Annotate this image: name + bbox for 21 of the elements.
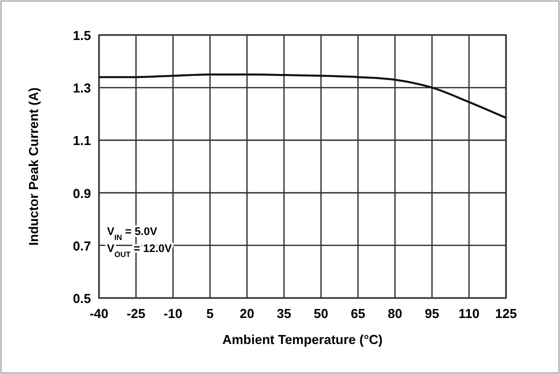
x-tick-label: 125 — [495, 306, 517, 321]
y-tick-label: 1.5 — [72, 28, 91, 43]
x-tick-label: 80 — [388, 306, 402, 321]
y-tick-label: 0.7 — [72, 238, 91, 254]
x-tick-label: 50 — [314, 306, 328, 321]
y-tick-label: 0.9 — [72, 186, 91, 201]
x-tick-label: 35 — [276, 306, 292, 321]
x-tick-label: 5 — [206, 306, 214, 321]
x-tick-label: 20 — [240, 306, 254, 321]
x-tick-label: -25 — [126, 306, 146, 321]
y-tick-label: 1.1 — [72, 133, 91, 148]
y-axis-title: Inductor Peak Current (A) — [26, 87, 41, 246]
x-tick-label: -10 — [164, 306, 182, 321]
line-series — [98, 73, 507, 119]
x-tick-label: 65 — [350, 306, 366, 321]
y-tick-label: 0.5 — [72, 291, 91, 306]
x-tick-label: 95 — [424, 306, 440, 321]
x-tick-label: 110 — [458, 306, 480, 321]
x-axis-title: Ambient Temperature (°C) — [222, 332, 383, 347]
x-tick-label: -40 — [90, 306, 108, 321]
y-tick-label: 1.3 — [72, 80, 91, 96]
